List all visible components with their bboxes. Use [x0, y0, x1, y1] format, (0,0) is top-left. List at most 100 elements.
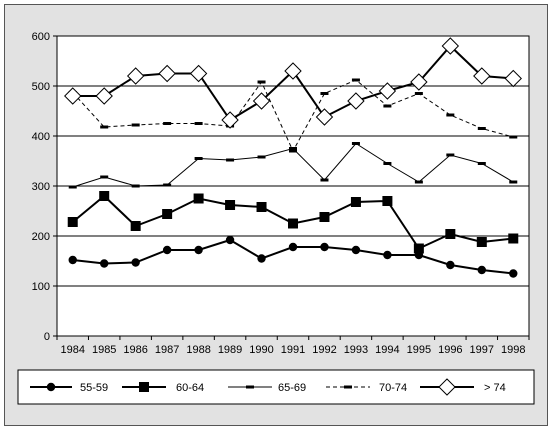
legend-item: > 74	[420, 378, 506, 396]
data-point	[446, 153, 455, 157]
data-point	[225, 200, 236, 210]
data-point	[347, 92, 365, 110]
data-point	[68, 255, 77, 265]
data-point	[100, 259, 109, 268]
data-point	[383, 104, 392, 108]
x-tick-label: 1997	[470, 344, 494, 356]
x-tick-label: 1984	[60, 344, 84, 356]
x-tick-label: 1991	[281, 344, 305, 356]
data-point	[445, 229, 456, 239]
y-tick-label: 300	[32, 181, 50, 193]
data-point	[68, 185, 77, 189]
data-point	[320, 178, 329, 182]
data-point	[131, 123, 140, 127]
data-point	[344, 385, 352, 389]
gridlines	[57, 85, 529, 287]
data-point	[413, 243, 424, 254]
data-point	[95, 87, 113, 105]
data-point	[256, 202, 267, 212]
data-point	[131, 258, 140, 267]
data-point	[221, 111, 239, 129]
data-point	[288, 242, 298, 252]
data-point	[64, 87, 82, 105]
legend-item: 55-59	[30, 382, 108, 394]
data-point	[351, 142, 360, 145]
legend-label: 70-74	[379, 382, 407, 394]
data-point	[509, 269, 518, 278]
x-tick-label: 1995	[407, 344, 431, 356]
data-point	[257, 254, 266, 263]
data-point	[99, 191, 110, 201]
data-point	[226, 158, 235, 162]
data-point	[350, 197, 361, 207]
data-point	[508, 233, 519, 244]
x-tick-label: 1996	[438, 344, 462, 356]
data-point	[383, 162, 392, 165]
data-point	[189, 64, 208, 83]
data-point	[288, 218, 298, 229]
data-point	[225, 235, 235, 245]
data-point	[67, 217, 78, 227]
y-tick-label: 400	[32, 131, 50, 143]
data-point	[158, 64, 176, 83]
data-point	[193, 193, 204, 204]
data-point	[414, 92, 423, 95]
data-point	[163, 122, 172, 125]
data-point	[477, 127, 486, 130]
data-point	[100, 175, 109, 179]
y-axis: 0 100 200 300 400 500 600	[32, 31, 57, 343]
data-point	[438, 378, 456, 396]
data-point	[315, 108, 334, 126]
data-point	[476, 237, 487, 247]
x-tick-label: 1989	[218, 344, 242, 356]
x-tick-label: 1988	[186, 344, 210, 356]
y-tick-label: 500	[32, 81, 50, 93]
y-tick-label: 200	[32, 231, 50, 243]
data-point	[289, 149, 297, 153]
data-point	[252, 92, 271, 110]
data-point	[289, 147, 297, 150]
data-point	[504, 69, 522, 88]
data-point	[126, 67, 145, 85]
data-point	[320, 92, 329, 95]
series-65-69	[68, 142, 518, 189]
data-point	[257, 155, 266, 159]
data-point	[284, 62, 302, 80]
legend-item: 60-64	[122, 382, 204, 394]
legend: 55-59 60-64 65-69 70-74 > 74	[30, 378, 506, 396]
data-point	[414, 180, 423, 184]
data-point	[351, 78, 360, 82]
legend-label: 60-64	[176, 382, 204, 394]
x-tick-label: 1986	[123, 344, 147, 356]
data-point	[46, 382, 56, 392]
legend-label: 65-69	[278, 382, 306, 394]
x-tick-label: 1994	[375, 344, 399, 356]
x-tick-label: 1998	[501, 344, 525, 356]
data-point	[130, 221, 141, 231]
series-60-64	[67, 191, 519, 254]
data-point	[194, 122, 203, 125]
x-tick-label: 1990	[249, 344, 273, 356]
data-point	[194, 157, 203, 160]
data-point	[194, 245, 203, 255]
series-group	[64, 37, 522, 278]
data-point	[509, 180, 518, 184]
data-point	[441, 37, 460, 55]
data-point	[378, 82, 397, 100]
data-point	[162, 245, 172, 255]
x-tick-label: 1987	[155, 344, 179, 356]
data-point	[446, 260, 455, 270]
data-point	[473, 67, 491, 85]
legend-item: 65-69	[228, 382, 306, 394]
y-tick-label: 100	[32, 281, 50, 293]
data-point	[351, 245, 361, 255]
data-point	[131, 184, 140, 188]
data-point	[257, 80, 266, 84]
x-tick-label: 1985	[92, 344, 116, 356]
data-point	[382, 196, 393, 206]
legend-label: > 74	[484, 382, 506, 394]
data-point	[446, 113, 455, 117]
data-point	[477, 162, 486, 165]
series-55-59	[68, 235, 518, 278]
